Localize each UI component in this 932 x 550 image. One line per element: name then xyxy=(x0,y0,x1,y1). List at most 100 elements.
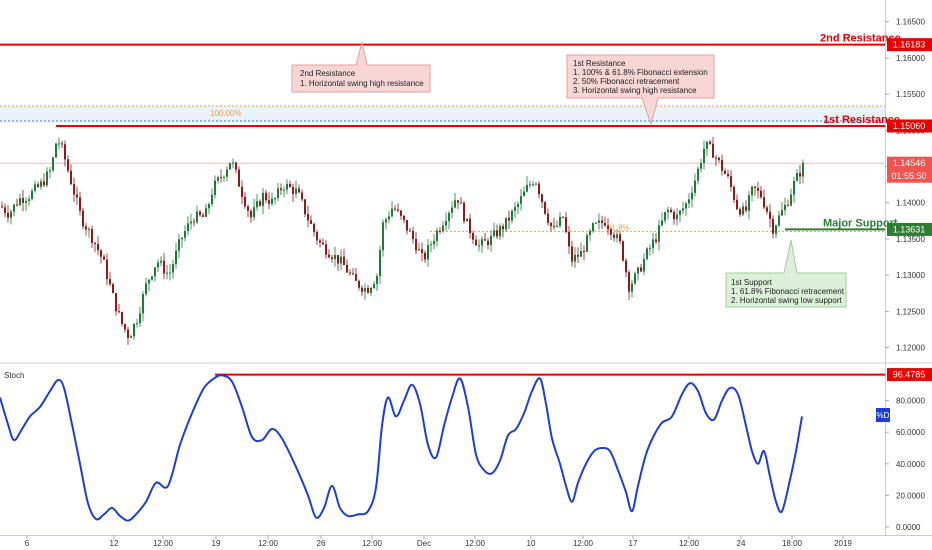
candle-body xyxy=(199,211,201,216)
candle-body xyxy=(583,251,585,253)
candle-body xyxy=(208,204,210,209)
candle-body xyxy=(361,287,363,292)
candle-body xyxy=(532,184,534,186)
candle-body xyxy=(394,208,396,210)
fib-100-label: 100.00% xyxy=(210,109,242,118)
candle-body xyxy=(598,220,600,223)
candle-body xyxy=(484,239,486,241)
candle-body xyxy=(358,280,360,288)
candle-body xyxy=(661,220,663,226)
candle-body xyxy=(307,214,309,221)
candle-body xyxy=(193,221,195,223)
candle-body xyxy=(529,184,531,186)
first-resistance-note: 1st Resistance 1. 100% & 61.8% Fibonacci… xyxy=(566,54,715,126)
candle-body xyxy=(799,172,801,177)
svg-text:1.16183: 1.16183 xyxy=(893,40,926,50)
candle-body xyxy=(631,283,633,292)
candle-body xyxy=(7,212,9,218)
candle-body xyxy=(544,202,546,214)
candle-body xyxy=(790,194,792,206)
candle-body xyxy=(487,240,489,246)
candle-body xyxy=(91,228,93,243)
candle-body xyxy=(430,244,432,246)
candle-body xyxy=(145,283,147,295)
candle-body xyxy=(451,207,453,213)
candle-body xyxy=(58,143,60,145)
candle-body xyxy=(541,194,543,203)
candle-body xyxy=(397,209,399,211)
price-tick-label: 1.16500 xyxy=(896,18,925,27)
stoch-tick-label: 80.0000 xyxy=(896,397,925,406)
candle-body xyxy=(649,247,651,249)
candle-body xyxy=(292,186,294,194)
candle-body xyxy=(673,212,675,220)
candle-body xyxy=(250,210,252,218)
candle-body xyxy=(52,157,54,171)
candle-body xyxy=(502,226,504,230)
price-tick-label: 1.13500 xyxy=(896,235,925,244)
first-support-note-line: 2. Horizontal swing low support xyxy=(731,296,842,305)
candle-body xyxy=(574,254,576,262)
fib-61-label: 61.8% xyxy=(607,223,630,232)
candle-body xyxy=(40,181,42,187)
candle-body xyxy=(94,242,96,244)
candle-body xyxy=(115,293,117,312)
candle-body xyxy=(766,207,768,212)
candle-body xyxy=(364,288,366,292)
candle-body xyxy=(457,200,459,203)
candle-body xyxy=(466,218,468,222)
candle-body xyxy=(214,180,216,195)
candle-body xyxy=(241,186,243,197)
svg-text:96.4785: 96.4785 xyxy=(893,370,926,380)
candle-body xyxy=(70,170,72,185)
candle-body xyxy=(22,198,24,203)
svg-text:1.13631: 1.13631 xyxy=(893,224,926,234)
candle-body xyxy=(298,188,300,193)
candle-body xyxy=(181,237,183,240)
candle-body xyxy=(619,234,621,242)
candle-body xyxy=(793,180,795,195)
candle-body xyxy=(637,267,639,274)
first-support-note-line: 1st Support xyxy=(731,278,773,287)
candle-body xyxy=(670,209,672,213)
candle-body xyxy=(313,223,315,233)
time-tick-label: 12 xyxy=(110,539,119,548)
indicator-axis: 80.0000 60.0000 40.0000 20.0000 0.0000 xyxy=(885,397,925,532)
candle-body xyxy=(664,212,666,221)
fibonacci-zone xyxy=(0,105,885,122)
candle-body xyxy=(286,183,288,190)
candle-body xyxy=(781,210,783,216)
candle-body xyxy=(295,188,297,194)
candle-body xyxy=(172,264,174,273)
candle-body xyxy=(439,230,441,232)
candle-body xyxy=(628,272,630,292)
candle-body xyxy=(409,230,411,232)
candle-body xyxy=(445,221,447,226)
candle-body xyxy=(448,212,450,222)
candle-body xyxy=(1,206,3,208)
candle-body xyxy=(436,230,438,241)
candle-body xyxy=(676,214,678,220)
candle-body xyxy=(343,256,345,265)
candle-body xyxy=(511,210,513,221)
candle-body xyxy=(550,222,552,227)
candle-body xyxy=(538,183,540,195)
candle-body xyxy=(367,288,369,293)
candle-body xyxy=(577,254,579,257)
time-tick-label: 10 xyxy=(527,539,536,548)
svg-text:1.15060: 1.15060 xyxy=(893,121,926,131)
candle-body xyxy=(280,188,282,191)
series-legend-badge: %D xyxy=(876,408,890,422)
candle-body xyxy=(712,143,714,158)
candle-body xyxy=(136,323,138,325)
candle-body xyxy=(301,192,303,200)
candle-body xyxy=(472,233,474,240)
candle-body xyxy=(769,211,771,219)
candle-body xyxy=(784,204,786,211)
time-tick-label: 17 xyxy=(629,539,638,548)
price-panel-bg xyxy=(0,0,885,362)
candle-body xyxy=(634,273,636,284)
candle-body xyxy=(310,220,312,224)
major-support-price-label: 1.13631 xyxy=(887,222,932,236)
candle-body xyxy=(475,239,477,246)
